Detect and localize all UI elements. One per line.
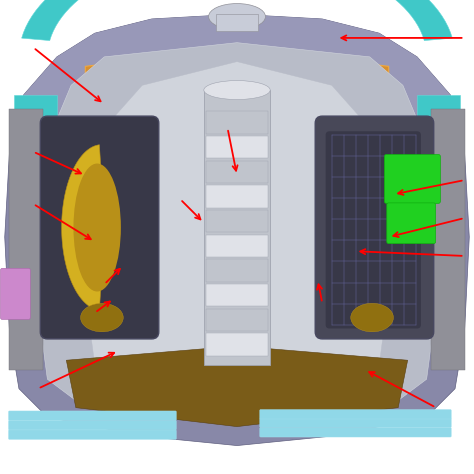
FancyBboxPatch shape: [384, 155, 440, 203]
Bar: [206, 235, 268, 257]
FancyBboxPatch shape: [40, 116, 159, 339]
Polygon shape: [14, 14, 460, 213]
Bar: [14, 95, 57, 228]
Bar: [206, 185, 268, 208]
Polygon shape: [62, 145, 101, 310]
Bar: [417, 95, 460, 228]
Ellipse shape: [73, 164, 121, 292]
Bar: [9, 109, 43, 370]
Bar: [206, 210, 268, 232]
Bar: [206, 309, 268, 331]
Bar: [206, 136, 268, 158]
FancyBboxPatch shape: [0, 268, 30, 319]
Ellipse shape: [209, 4, 265, 30]
FancyBboxPatch shape: [260, 428, 451, 437]
FancyBboxPatch shape: [9, 430, 176, 439]
Bar: [216, 14, 258, 31]
Ellipse shape: [81, 303, 123, 332]
Bar: [206, 111, 268, 134]
Polygon shape: [22, 0, 452, 41]
FancyBboxPatch shape: [387, 203, 436, 244]
FancyBboxPatch shape: [260, 410, 451, 419]
Polygon shape: [85, 62, 389, 408]
FancyBboxPatch shape: [260, 418, 451, 428]
Bar: [206, 161, 268, 183]
FancyBboxPatch shape: [204, 90, 270, 365]
FancyBboxPatch shape: [9, 420, 176, 430]
Polygon shape: [5, 14, 469, 446]
Bar: [206, 333, 268, 356]
FancyBboxPatch shape: [9, 411, 176, 420]
Bar: [431, 109, 465, 370]
FancyBboxPatch shape: [315, 116, 434, 339]
Ellipse shape: [351, 303, 393, 332]
FancyBboxPatch shape: [326, 131, 421, 328]
Polygon shape: [95, 57, 379, 185]
Polygon shape: [85, 47, 389, 190]
Polygon shape: [38, 43, 436, 422]
Bar: [206, 259, 268, 282]
Bar: [206, 284, 268, 306]
Ellipse shape: [204, 81, 270, 100]
Polygon shape: [66, 346, 408, 427]
